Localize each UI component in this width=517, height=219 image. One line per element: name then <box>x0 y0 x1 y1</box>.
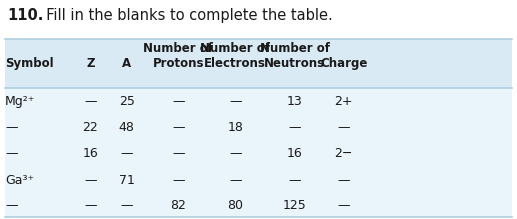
Text: 25: 25 <box>119 95 134 108</box>
Text: —: — <box>172 174 185 187</box>
Text: Electrons: Electrons <box>204 57 266 70</box>
Text: —: — <box>229 147 241 160</box>
Text: 125: 125 <box>283 199 307 212</box>
Text: 2+: 2+ <box>334 95 353 108</box>
Text: Protons: Protons <box>153 57 204 70</box>
Text: 2−: 2− <box>334 147 353 160</box>
Text: —: — <box>172 121 185 134</box>
Text: Symbol: Symbol <box>5 57 54 70</box>
Text: —: — <box>5 121 18 134</box>
Text: Number of: Number of <box>143 42 214 55</box>
Bar <box>5 39 512 88</box>
Text: —: — <box>172 95 185 108</box>
Text: 110.: 110. <box>8 8 44 23</box>
Text: 48: 48 <box>119 121 134 134</box>
Text: Z: Z <box>86 57 95 70</box>
Text: 16: 16 <box>83 147 98 160</box>
Text: A: A <box>122 57 131 70</box>
Text: —: — <box>5 199 18 212</box>
Text: 18: 18 <box>227 121 243 134</box>
Text: —: — <box>229 174 241 187</box>
Text: Fill in the blanks to complete the table.: Fill in the blanks to complete the table… <box>37 8 333 23</box>
Bar <box>5 39 512 217</box>
Text: —: — <box>338 174 350 187</box>
Text: Ga³⁺: Ga³⁺ <box>5 174 34 187</box>
Text: —: — <box>5 147 18 160</box>
Text: —: — <box>120 199 133 212</box>
Text: —: — <box>84 199 97 212</box>
Text: 71: 71 <box>119 174 134 187</box>
Text: 82: 82 <box>171 199 186 212</box>
Text: 13: 13 <box>287 95 302 108</box>
Text: —: — <box>172 147 185 160</box>
Text: —: — <box>288 174 301 187</box>
Text: 22: 22 <box>83 121 98 134</box>
Text: Mg²⁺: Mg²⁺ <box>5 95 36 108</box>
Text: 80: 80 <box>227 199 243 212</box>
Text: —: — <box>84 174 97 187</box>
Text: —: — <box>288 121 301 134</box>
Text: —: — <box>338 121 350 134</box>
Text: —: — <box>229 95 241 108</box>
Text: Number of: Number of <box>200 42 270 55</box>
Text: —: — <box>338 199 350 212</box>
Text: Number of: Number of <box>260 42 330 55</box>
Text: —: — <box>120 147 133 160</box>
Text: 16: 16 <box>287 147 302 160</box>
Text: Charge: Charge <box>320 57 368 70</box>
Text: Neutrons: Neutrons <box>264 57 325 70</box>
Text: —: — <box>84 95 97 108</box>
